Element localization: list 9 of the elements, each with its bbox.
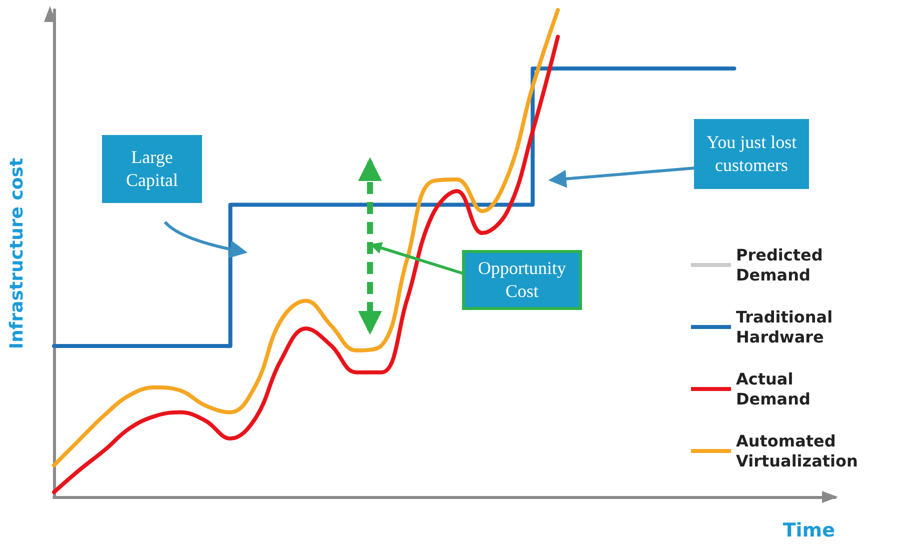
callout-box: Opportunity Cost [462, 250, 582, 310]
callout-box: You just lost customers [694, 119, 809, 189]
legend-label: Automated Virtualization [736, 432, 858, 470]
x-axis-title: Time [782, 520, 835, 542]
legend-label: Predicted Demand [736, 246, 823, 284]
callout-box: Large Capital [102, 135, 202, 203]
legend-label: Actual Demand [736, 370, 810, 408]
legend-label: Traditional Hardware [736, 308, 833, 346]
y-axis-title: Infrastructure cost [6, 158, 28, 350]
